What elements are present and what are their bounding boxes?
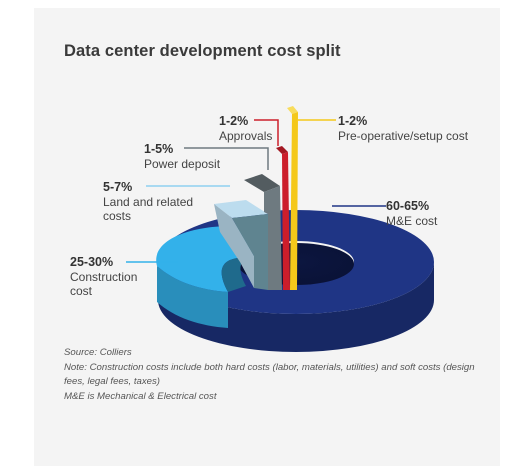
me-definition-note: M&E is Mechanical & Electrical cost: [64, 390, 217, 402]
data-label-value: 1-5%: [144, 142, 173, 156]
data-label-name: cost: [70, 284, 93, 298]
data-label-name: Pre-operative/setup cost: [338, 129, 469, 143]
leader-line: [184, 147, 269, 170]
slice-approvals-side: [282, 152, 290, 290]
slice-land-side: [232, 214, 268, 290]
leader-line: [254, 119, 279, 146]
slice-power-deposit: [244, 174, 280, 192]
cost-note: Note: Construction costs include both ha…: [64, 361, 475, 388]
data-label-value: 1-2%: [219, 114, 248, 128]
slice-land: [214, 200, 268, 218]
slice-construction: [156, 226, 238, 292]
data-label-value: 1-2%: [338, 114, 367, 128]
slice-pre-operative: [287, 106, 298, 114]
data-label-name: M&E cost: [386, 214, 438, 228]
slice-construction-side: [157, 266, 228, 328]
data-label-name: Land and related: [103, 195, 193, 209]
data-label-name: costs: [103, 209, 131, 223]
source-note: Source: Colliers: [64, 347, 132, 358]
slice-approvals: [276, 146, 288, 154]
data-label-value: 25-30%: [70, 255, 113, 269]
chart-notes: Source: Colliers Note: Construction cost…: [64, 346, 494, 404]
data-label-name: Construction: [70, 270, 137, 284]
slice-me-cost-side: [158, 262, 434, 352]
slice-pre-operative-side: [290, 112, 298, 290]
chart-title: Data center development cost split: [64, 42, 341, 60]
data-label-name: Power deposit: [144, 157, 221, 171]
data-label-name: Approvals: [219, 129, 272, 143]
data-label-value: 60-65%: [386, 199, 429, 213]
slice-land-front: [214, 204, 254, 288]
slice-power-deposit-side: [264, 186, 282, 290]
data-label-value: 5-7%: [103, 180, 132, 194]
